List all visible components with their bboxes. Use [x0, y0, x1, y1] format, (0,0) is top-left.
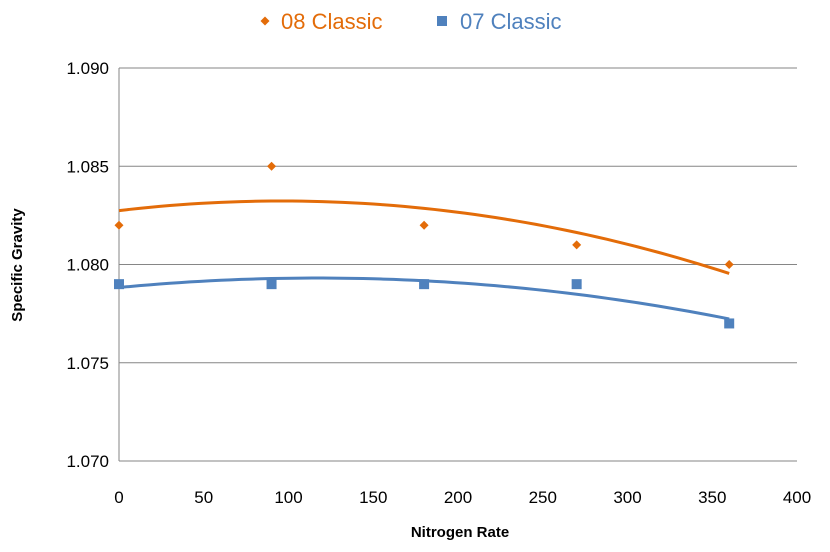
plot-area: [118, 68, 797, 462]
legend-marker: [437, 16, 447, 26]
data-point: [419, 220, 429, 230]
x-axis-title: Nitrogen Rate: [411, 524, 509, 541]
trendlines: [118, 199, 730, 321]
data-point: [724, 318, 735, 329]
data-point: [419, 279, 430, 290]
data-point: [724, 260, 734, 269]
y-tick-label: 1.090: [66, 59, 109, 78]
data-point: [267, 161, 277, 171]
y-tick-label: 1.085: [66, 157, 109, 176]
gridlines: [119, 67, 797, 364]
x-tick-label: 100: [274, 488, 302, 507]
y-tick-label: 1.080: [66, 256, 109, 275]
x-tick-label: 150: [359, 488, 387, 507]
data-point: [266, 279, 277, 290]
data-point: [571, 279, 582, 290]
data-points: [114, 161, 735, 329]
x-tick-label: 350: [698, 488, 726, 507]
data-point: [114, 279, 124, 290]
trendline-0: [118, 199, 730, 275]
x-tick-label: 250: [529, 488, 557, 507]
y-tick-label: 1.075: [66, 354, 109, 373]
legend-marker: [260, 16, 270, 26]
x-tick-label: 400: [783, 488, 811, 507]
x-tick-label: 0: [114, 488, 123, 507]
x-tick-label: 200: [444, 488, 472, 507]
x-tick-label: 300: [613, 488, 641, 507]
legend-label: 08 Classic: [281, 9, 382, 34]
y-tick-label: 1.070: [66, 452, 109, 471]
legend-label: 07 Classic: [460, 9, 561, 34]
legend: 08 Classic 07 Classic: [260, 9, 561, 34]
data-point: [114, 220, 124, 230]
x-axis-tick-labels: 0 50 100 150 200 250 300 350 400: [114, 488, 811, 507]
y-axis-tick-labels: 1.070 1.075 1.080 1.085 1.090: [66, 59, 109, 471]
y-axis-title: Specific Gravity: [9, 208, 26, 322]
x-tick-label: 50: [194, 488, 213, 507]
data-point: [572, 240, 582, 250]
